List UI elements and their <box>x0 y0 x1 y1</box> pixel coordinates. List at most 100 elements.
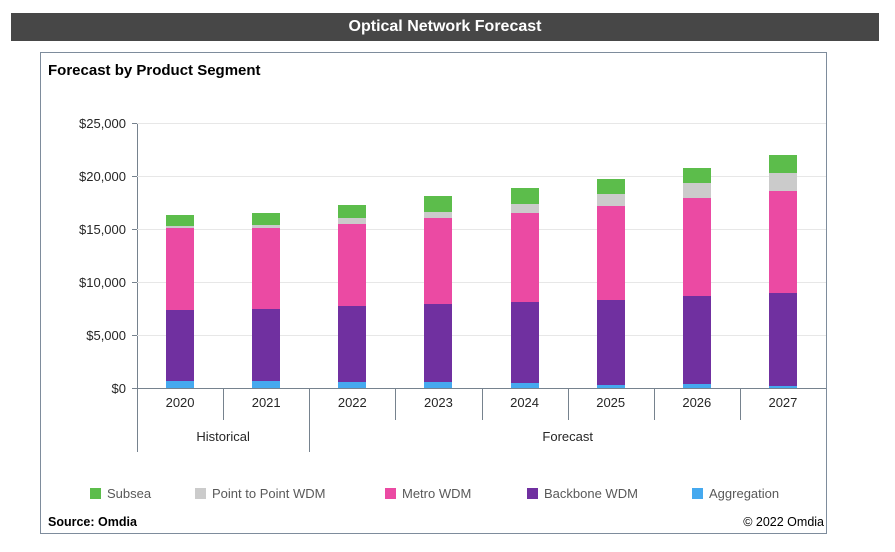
y-axis-tick <box>132 229 137 230</box>
bar-segment-aggregation <box>768 385 797 388</box>
bar-segment-aggregation <box>510 383 539 388</box>
bar-segment-metro-wdm <box>252 227 281 309</box>
bar-segment-aggregation <box>424 382 453 388</box>
category-group-separator <box>137 388 138 452</box>
bar-segment-subsea <box>768 154 797 173</box>
legend-swatch-icon <box>527 487 538 499</box>
category-separator <box>481 388 483 420</box>
bar-segment-backbone-wdm <box>166 309 195 381</box>
bar-segment-metro-wdm <box>424 217 453 305</box>
bar-segment-subsea <box>682 167 711 183</box>
gridline <box>137 229 826 230</box>
group-label-forecast: Forecast <box>542 429 593 444</box>
y-axis-tick-label: $25,000 <box>79 116 126 131</box>
y-axis-labels: $0 $5,000 $10,000 $15,000 $20,000 $25,000 <box>50 116 126 396</box>
category-group-separator <box>309 388 311 452</box>
window-title-bar: Optical Network Forecast <box>11 13 879 41</box>
gridline <box>137 123 826 124</box>
x-axis-labels: 2020 2021 2022 2023 2024 2025 2026 2027 <box>137 389 826 420</box>
gridline <box>137 176 826 177</box>
legend-swatch-icon <box>385 487 396 499</box>
category-separator <box>739 388 741 420</box>
bar-segment-metro-wdm <box>338 223 367 307</box>
bar-segment-subsea <box>252 213 281 225</box>
legend-label: Metro WDM <box>402 485 472 501</box>
x-label-2022: 2022 <box>337 395 367 410</box>
bar-segment-subsea <box>424 196 453 212</box>
y-axis-tick-label: $20,000 <box>79 169 126 184</box>
bar-segment-metro-wdm <box>596 206 625 301</box>
bar-2024 <box>510 187 539 388</box>
bar-segment-aggregation <box>682 383 711 388</box>
bar-segment-subsea <box>510 187 539 204</box>
bar-segment-backbone-wdm <box>338 306 367 382</box>
bar-segment-metro-wdm <box>510 212 539 303</box>
bar-segment-subsea <box>338 204 367 219</box>
bar-2023 <box>424 196 453 388</box>
bar-segment-aggregation <box>338 381 367 388</box>
bar-segment-aggregation <box>252 380 281 388</box>
bar-segment-point-to-point-wdm <box>252 224 281 228</box>
y-axis-tick-label: $10,000 <box>79 275 126 290</box>
legend-item-subsea: Subsea <box>90 485 152 501</box>
source-note: Source: Omdia <box>48 515 137 529</box>
bar-segment-point-to-point-wdm <box>166 225 195 228</box>
y-axis-tick <box>132 335 137 336</box>
y-axis-tick <box>132 388 137 389</box>
bar-segment-point-to-point-wdm <box>682 182 711 198</box>
y-axis-tick <box>132 176 137 177</box>
legend-item-point-to-point-wdm: Point to Point WDM <box>195 485 326 501</box>
x-label-2021: 2021 <box>251 395 281 410</box>
x-label-2023: 2023 <box>423 395 453 410</box>
legend-item-metro-wdm: Metro WDM <box>385 485 472 501</box>
gridline <box>137 282 826 283</box>
y-axis-tick <box>132 123 137 124</box>
copyright-note: © 2022 Omdia <box>743 515 824 529</box>
bar-2026 <box>682 167 711 388</box>
legend-swatch-icon <box>195 487 206 499</box>
x-label-2027: 2027 <box>768 395 798 410</box>
bar-segment-backbone-wdm <box>768 292 797 386</box>
y-axis-tick <box>132 282 137 283</box>
bar-segment-metro-wdm <box>768 190 797 293</box>
x-label-2026: 2026 <box>682 395 712 410</box>
category-separator <box>223 388 225 420</box>
legend-label: Backbone WDM <box>544 485 638 501</box>
category-separator <box>395 388 397 420</box>
x-label-2020: 2020 <box>165 395 195 410</box>
legend-label: Subsea <box>107 485 152 501</box>
bar-2021 <box>252 213 281 388</box>
legend-item-backbone-wdm: Backbone WDM <box>527 485 638 501</box>
x-label-2025: 2025 <box>596 395 626 410</box>
bar-segment-aggregation <box>596 384 625 388</box>
bar-segment-backbone-wdm <box>596 300 625 385</box>
legend: Subsea Point to Point WDM Metro WDM Backbon… <box>0 486 895 502</box>
bar-segment-metro-wdm <box>682 197 711 297</box>
legend-label: Aggregation <box>709 485 780 501</box>
bar-segment-metro-wdm <box>166 227 195 310</box>
chart-title: Forecast by Product Segment <box>48 62 261 79</box>
bar-2025 <box>596 178 625 388</box>
bar-2027 <box>768 154 797 388</box>
bar-segment-aggregation <box>166 380 195 388</box>
legend-item-aggregation: Aggregation <box>692 485 780 501</box>
legend-swatch-icon <box>692 487 703 499</box>
gridline <box>137 335 826 336</box>
legend-label: Point to Point WDM <box>212 485 326 501</box>
bar-segment-subsea <box>596 178 625 195</box>
bar-2020 <box>166 215 195 388</box>
legend-swatch-icon <box>90 487 101 499</box>
bar-segment-point-to-point-wdm <box>338 218 367 224</box>
plot-area <box>132 123 826 389</box>
bar-segment-point-to-point-wdm <box>768 172 797 191</box>
x-label-2024: 2024 <box>510 395 540 410</box>
y-axis-tick-label: $0 <box>111 381 126 396</box>
bar-segment-point-to-point-wdm <box>510 203 539 213</box>
bar-segment-point-to-point-wdm <box>596 194 625 207</box>
category-separator <box>653 388 655 420</box>
bar-segment-subsea <box>166 215 195 226</box>
bar-segment-point-to-point-wdm <box>424 211 453 218</box>
bar-segment-backbone-wdm <box>682 296 711 384</box>
bar-segment-backbone-wdm <box>510 302 539 384</box>
